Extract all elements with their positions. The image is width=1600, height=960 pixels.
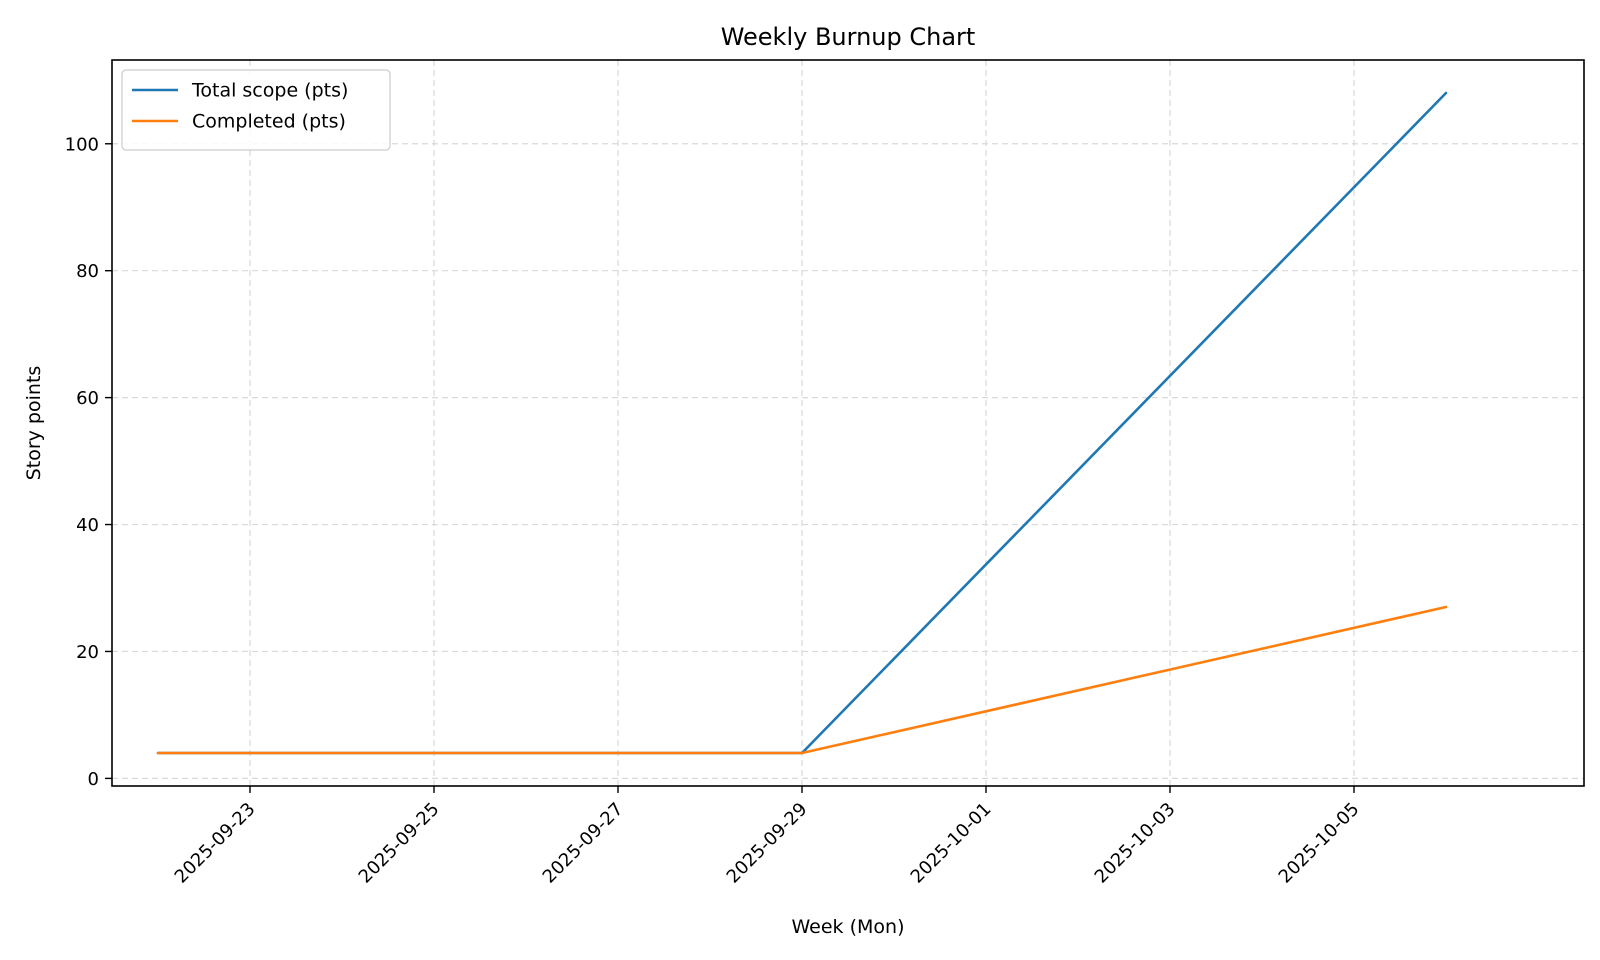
series-lines xyxy=(156,91,1448,755)
legend-box xyxy=(121,69,391,151)
y-tick-label: 0 xyxy=(88,769,99,790)
legend-label: Completed (pts) xyxy=(192,111,346,133)
grid xyxy=(112,60,1584,786)
plot-frame xyxy=(111,59,1585,787)
x-axis-label: Week (Mon) xyxy=(792,916,905,938)
y-tick-label: 20 xyxy=(76,642,99,663)
y-axis-label: Story points xyxy=(23,366,45,481)
y-tick-label: 60 xyxy=(76,388,99,409)
y-tick-label: 40 xyxy=(76,515,99,536)
series-line-completed-pts xyxy=(156,605,1448,755)
legend-label: Total scope (pts) xyxy=(191,80,348,102)
legend: Total scope (pts) Completed (pts) xyxy=(121,69,391,151)
y-tick-label: 80 xyxy=(76,261,99,282)
y-tick-label: 100 xyxy=(65,134,99,155)
chart-title: Weekly Burnup Chart xyxy=(721,23,976,51)
